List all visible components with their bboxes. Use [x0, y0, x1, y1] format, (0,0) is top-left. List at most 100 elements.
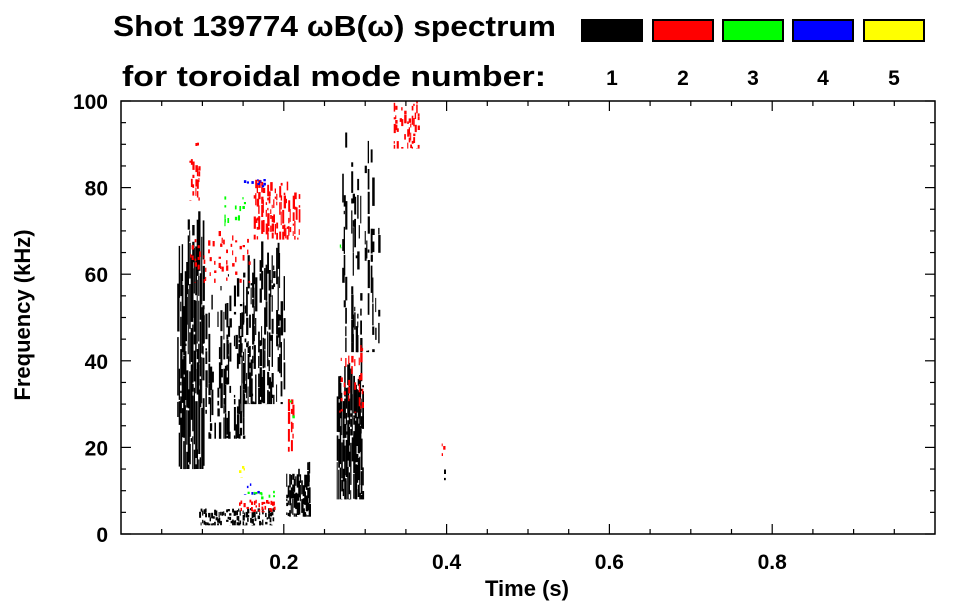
region-mode-2	[190, 231, 251, 283]
spectral-streak	[270, 381, 273, 405]
spectral-streak	[232, 263, 235, 267]
spectral-streak	[218, 231, 221, 237]
spectral-streak	[261, 204, 264, 217]
spectral-streak	[298, 205, 301, 208]
spectral-streak	[276, 310, 279, 335]
spectral-streak	[261, 181, 264, 187]
spectral-streak	[191, 245, 194, 250]
spectral-streak	[417, 113, 420, 117]
spectral-streak	[236, 406, 239, 414]
spectral-streak	[254, 518, 257, 522]
spectral-streak	[247, 238, 249, 243]
spectral-streak	[211, 294, 213, 310]
spectral-streak	[253, 287, 255, 305]
spectral-streak	[344, 398, 346, 419]
spectral-streak	[290, 399, 294, 405]
spectral-streak	[298, 209, 301, 223]
spectral-streak	[273, 501, 275, 506]
region-mode-3	[339, 244, 342, 249]
spectral-streak	[250, 359, 253, 376]
spectral-streak	[270, 209, 272, 214]
spectral-streak	[283, 195, 286, 209]
spectral-streak	[189, 284, 191, 329]
spectral-streak	[242, 245, 245, 248]
spectral-streak	[350, 429, 353, 436]
spectral-streak	[289, 510, 291, 517]
spectral-streak	[243, 468, 245, 471]
spectral-streak	[342, 488, 345, 497]
spectral-streak	[214, 521, 216, 526]
spectral-streak	[249, 483, 252, 486]
spectral-streak	[235, 334, 238, 349]
spectral-streak	[354, 382, 357, 390]
y-tick-label: 20	[85, 437, 108, 460]
spectral-streak	[348, 498, 351, 500]
spectral-streak	[287, 412, 291, 424]
spectral-streak	[292, 231, 294, 236]
spectral-streak	[338, 376, 341, 400]
spectral-streak	[252, 401, 255, 405]
spectral-streak	[229, 385, 232, 393]
spectral-streak	[177, 337, 179, 396]
spectral-streak	[233, 520, 236, 526]
spectral-streak	[238, 399, 241, 415]
spectral-streak	[203, 509, 206, 514]
spectral-streak	[354, 384, 357, 419]
spectral-streak	[224, 413, 227, 439]
spectral-streak	[233, 435, 236, 439]
spectral-streak	[266, 517, 269, 520]
spectral-streak	[351, 355, 354, 363]
spectral-streak	[239, 385, 241, 404]
spectral-streak	[296, 493, 300, 501]
spectral-streak	[336, 435, 339, 461]
spectral-streak	[251, 492, 254, 495]
spectral-streak	[209, 257, 212, 262]
spectral-streak	[308, 487, 311, 504]
spectral-streak	[360, 471, 363, 494]
spectral-streak	[352, 220, 356, 227]
spectral-streak	[220, 511, 222, 516]
spectral-streak	[359, 456, 361, 485]
spectral-streak	[251, 181, 254, 184]
spectral-streak	[367, 140, 369, 164]
spectral-streak	[258, 331, 260, 353]
spectral-streak	[395, 124, 398, 131]
spectral-streak	[339, 247, 342, 249]
spectral-streak	[252, 509, 254, 513]
spectral-streak	[356, 389, 358, 413]
spectral-streak	[235, 510, 237, 516]
spectral-streak	[259, 367, 262, 397]
spectral-streak	[249, 372, 252, 397]
spectral-streak	[358, 387, 361, 393]
spectral-streak	[226, 364, 228, 371]
spectral-streak	[246, 400, 248, 405]
spectral-streak	[242, 417, 245, 435]
spectral-streak	[375, 327, 377, 340]
spectral-streak	[226, 519, 229, 522]
legend-label-mode-3: 3	[747, 67, 759, 90]
spectral-streak	[257, 515, 260, 520]
spectral-streak	[209, 366, 213, 390]
spectral-streak	[249, 345, 251, 357]
spectral-streak	[272, 517, 275, 522]
spectral-streak	[242, 197, 244, 200]
spectral-streak	[252, 299, 255, 308]
spectral-streak	[359, 492, 361, 500]
spectral-streak	[189, 230, 191, 242]
spectral-streak	[202, 305, 205, 310]
legend-swatch-mode-3	[722, 19, 784, 42]
spectral-streak	[198, 343, 200, 364]
spectral-streak	[239, 510, 241, 516]
spectral-streak	[338, 438, 340, 468]
spectral-streak	[205, 522, 207, 526]
spectral-streak	[251, 524, 255, 526]
spectral-streak	[305, 514, 307, 517]
region-mode-1	[202, 274, 246, 439]
spectral-streak	[416, 104, 418, 114]
spectral-streak	[250, 287, 252, 305]
spectral-streak	[246, 181, 249, 184]
spectral-streak	[307, 515, 309, 517]
spectral-streak	[350, 368, 353, 411]
spectral-streak	[336, 396, 339, 432]
